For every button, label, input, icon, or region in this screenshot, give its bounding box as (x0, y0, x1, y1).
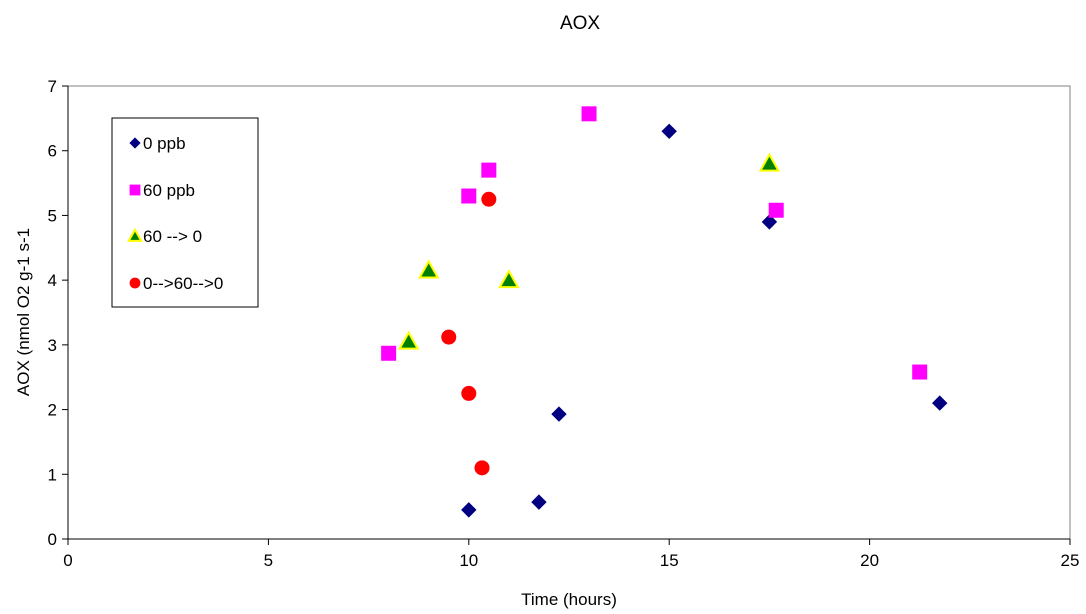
series-square (381, 106, 928, 380)
data-point-square (912, 364, 928, 380)
data-point-diamond (461, 502, 477, 518)
data-point-square (768, 202, 784, 218)
data-point-square (581, 106, 597, 122)
data-point-circle (461, 385, 477, 401)
y-tick-label: 5 (48, 206, 57, 225)
data-point-diamond (551, 406, 567, 422)
data-point-square (481, 162, 497, 178)
y-tick-label: 2 (48, 401, 57, 420)
y-tick-label: 7 (48, 77, 57, 96)
data-point-triangle (758, 152, 781, 172)
x-tick-label: 20 (860, 551, 879, 570)
legend-marker-square (129, 184, 141, 196)
x-tick-label: 10 (459, 551, 478, 570)
legend-marker-triangle (126, 227, 144, 242)
data-point-diamond (932, 395, 948, 411)
legend-box (111, 117, 259, 308)
series-triangle (397, 152, 781, 350)
data-point-triangle (418, 259, 440, 279)
legend-label: 0 ppb (143, 134, 186, 153)
data-points-layer (381, 106, 948, 518)
y-tick-label: 4 (48, 271, 57, 290)
series-circle (441, 191, 497, 476)
data-point-triangle (498, 269, 520, 289)
legend: 0 ppb 60 ppb 60 --> 0 0-->60-->0 (111, 117, 259, 308)
x-axis-label: Time (hours) (521, 590, 617, 609)
data-point-square (461, 188, 477, 204)
y-tick-label: 3 (48, 336, 57, 355)
x-tick-label: 15 (660, 551, 679, 570)
data-point-triangle (397, 330, 420, 350)
legend-label: 60 ppb (143, 181, 195, 200)
axes-layer: 0 1 2 3 4 5 6 7 0 5 10 15 20 25 (48, 77, 1080, 570)
legend-marker-circle (129, 277, 141, 289)
data-point-diamond (531, 494, 547, 510)
legend-label: 0-->60-->0 (143, 274, 223, 293)
y-axis-label: AOX (nmol O2 g-1 s-1 (14, 228, 33, 396)
y-tick-label: 6 (48, 142, 57, 161)
x-tick-label: 0 (63, 551, 72, 570)
x-tick-label: 5 (264, 551, 273, 570)
legend-marker-diamond (129, 137, 141, 149)
y-tick-label: 1 (48, 465, 57, 484)
x-tick-label: 25 (1061, 551, 1080, 570)
data-point-circle (474, 460, 490, 476)
y-tick-label: 0 (48, 530, 57, 549)
data-point-square (381, 345, 397, 361)
data-point-circle (481, 191, 497, 207)
data-point-diamond (661, 123, 677, 140)
chart-title: AOX (560, 13, 600, 34)
data-point-circle (441, 329, 457, 345)
data-point-diamond (761, 214, 778, 230)
series-diamond (461, 123, 948, 518)
legend-label: 60 --> 0 (143, 227, 202, 246)
